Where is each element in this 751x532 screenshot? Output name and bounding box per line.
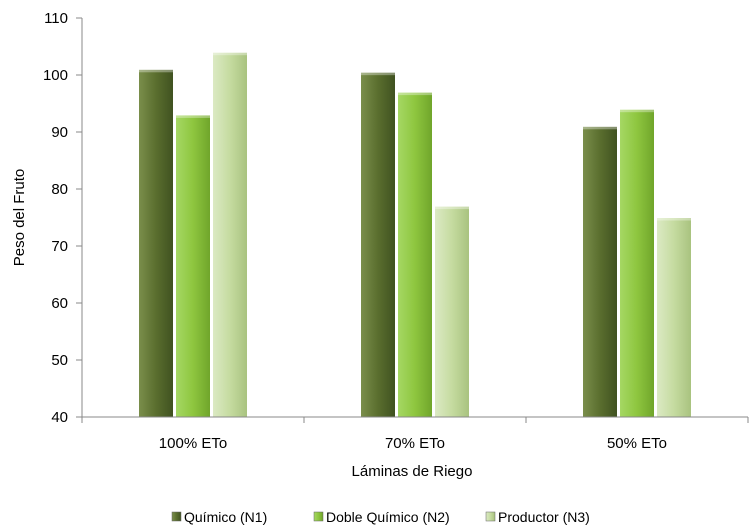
legend: Químico (N1) Doble Químico (N2) Productor …: [171, 509, 590, 525]
legend-label: Productor (N3): [498, 509, 590, 525]
legend-swatch: [171, 511, 182, 522]
bar-2-1: [175, 114, 211, 418]
bar-cap: [656, 217, 692, 221]
bar-cap: [434, 206, 470, 210]
bars: [138, 51, 692, 418]
y-tick-label: 110: [44, 10, 68, 27]
bar-cap: [138, 69, 174, 73]
y-tick-label: 80: [51, 181, 68, 198]
bar-cap: [397, 92, 433, 96]
x-axis-title: Láminas de Riego: [352, 463, 473, 480]
x-tick-label: 70% ETo: [385, 435, 445, 452]
bar-cap: [212, 52, 248, 56]
legend-label: Químico (N1): [184, 509, 267, 525]
legend-swatch: [485, 511, 496, 522]
y-tick-label: 50: [51, 352, 68, 369]
y-tick-label: 90: [51, 124, 68, 141]
bar-1-2: [360, 71, 396, 418]
legend-label: Doble Químico (N2): [326, 509, 450, 525]
y-tick-label: 70: [51, 238, 68, 255]
legend-swatch: [313, 511, 324, 522]
bar-2-2: [397, 91, 433, 418]
x-tick-label: 50% ETo: [607, 435, 667, 452]
bar-cap: [175, 114, 211, 118]
bar-cap: [360, 72, 396, 76]
bar-cap: [619, 109, 655, 113]
y-tick-label: 40: [51, 409, 68, 426]
bar-cap: [582, 126, 618, 130]
y-tick-label: 60: [51, 295, 68, 312]
x-axis-ticks: 100% ETo 70% ETo 50% ETo: [81, 417, 749, 452]
bar-3-2: [434, 205, 470, 418]
bar-2-3: [619, 108, 655, 418]
bar-3-3: [656, 217, 692, 418]
x-tick-label: 100% ETo: [159, 435, 227, 452]
axes: [81, 18, 748, 418]
y-tick-label: 100: [43, 67, 68, 84]
y-axis-ticks: 40 50 60 70 80 90 100 110: [43, 10, 82, 426]
bar-1-3: [582, 125, 618, 418]
bar-3-1: [212, 51, 248, 418]
bar-1-1: [138, 68, 174, 418]
y-axis-title: Peso del Fruto: [11, 169, 28, 267]
